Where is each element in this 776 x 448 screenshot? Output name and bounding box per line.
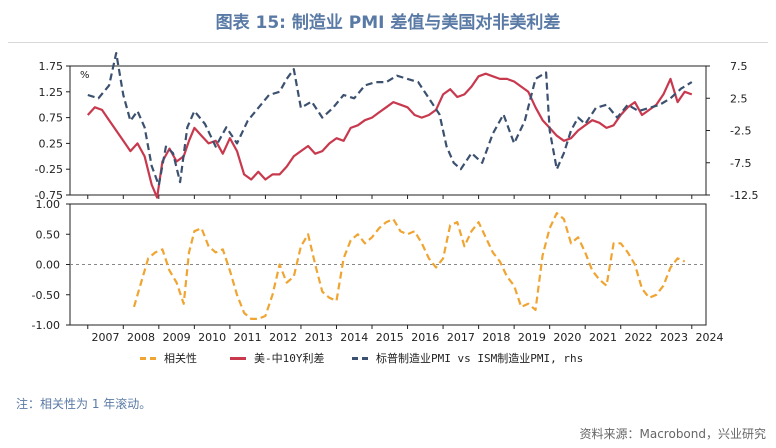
series-line-pmi-diff bbox=[87, 51, 693, 187]
legend-swatch-correlation bbox=[140, 356, 156, 360]
x-tick-label: 2011 bbox=[234, 331, 262, 344]
y-left-tick-label: 0.75 bbox=[39, 112, 64, 125]
x-tick-label: 2014 bbox=[340, 331, 368, 344]
y-bottom-tick-label: 1.00 bbox=[36, 198, 61, 211]
y-left-tick-label: 1.75 bbox=[39, 60, 64, 73]
y-left-tick-label: -0.25 bbox=[35, 163, 63, 176]
legend-item-correlation: 相关性 bbox=[140, 350, 197, 366]
y-right-tick-label: -7.5 bbox=[730, 157, 751, 170]
x-tick-label: 2013 bbox=[305, 331, 333, 344]
x-tick-label: 2009 bbox=[163, 331, 191, 344]
x-tick-label: 2018 bbox=[482, 331, 510, 344]
legend-label-pmi-diff: 标普制造业PMI vs ISM制造业PMI, rhs bbox=[376, 352, 584, 365]
top-panel-frame bbox=[69, 65, 707, 196]
x-tick-label: 2007 bbox=[92, 331, 120, 344]
x-tick-label: 2020 bbox=[553, 331, 581, 344]
x-tick-label: 2023 bbox=[660, 331, 688, 344]
y-bottom-tick-label: 0.50 bbox=[36, 228, 61, 241]
y-left-tick-label: -0.75 bbox=[35, 189, 63, 202]
y-right-tick-label: 2.5 bbox=[730, 92, 748, 105]
x-tick-label: 2021 bbox=[589, 331, 617, 344]
x-tick-label: 2010 bbox=[198, 331, 226, 344]
legend-item-pmi-diff: 标普制造业PMI vs ISM制造业PMI, rhs bbox=[352, 350, 583, 366]
y-left-unit: % bbox=[80, 70, 90, 81]
y-right-tick-label: -12.5 bbox=[730, 189, 758, 202]
y-bottom-tick-label: -0.50 bbox=[32, 289, 60, 302]
x-tick-label: 2015 bbox=[376, 331, 404, 344]
source-note: 资料来源：Macrobond，兴业研究 bbox=[579, 427, 767, 441]
y-bottom-tick-label: -1.00 bbox=[32, 319, 60, 332]
x-tick-label: 2016 bbox=[411, 331, 439, 344]
series-line-spread bbox=[86, 72, 693, 199]
x-tick-label: 2022 bbox=[624, 331, 652, 344]
y-left-tick-label: 1.25 bbox=[39, 86, 64, 99]
y-right-tick-label: 7.5 bbox=[730, 60, 748, 73]
series-line-correlation bbox=[132, 212, 686, 320]
legend-swatch-pmi-diff bbox=[352, 356, 368, 360]
footnote: 注：相关性为 1 年滚动。 bbox=[16, 397, 152, 411]
y-right-tick-label: -2.5 bbox=[730, 125, 751, 138]
legend-swatch-spread bbox=[230, 356, 246, 360]
x-tick-label: 2019 bbox=[518, 331, 546, 344]
x-tick-label: 2024 bbox=[696, 331, 724, 344]
legend-label-spread: 美-中10Y利差 bbox=[254, 352, 325, 365]
x-tick-label: 2008 bbox=[127, 331, 155, 344]
title-divider bbox=[8, 42, 768, 43]
x-tick-label: 2012 bbox=[269, 331, 297, 344]
legend-label-correlation: 相关性 bbox=[164, 352, 197, 365]
x-tick-label: 2017 bbox=[447, 331, 475, 344]
y-left-tick-label: 0.25 bbox=[39, 137, 64, 150]
legend-item-spread: 美-中10Y利差 bbox=[230, 350, 325, 366]
chart-area: 1.75 1.25 0.75 0.25 -0.25 -0.75% 7.5 2.5 -2.5 -7.… bbox=[32, 51, 758, 344]
chart-title: 图表 15: 制造业 PMI 差值与美国对非美利差 bbox=[215, 13, 561, 33]
y-bottom-tick-label: 0.00 bbox=[36, 259, 61, 272]
